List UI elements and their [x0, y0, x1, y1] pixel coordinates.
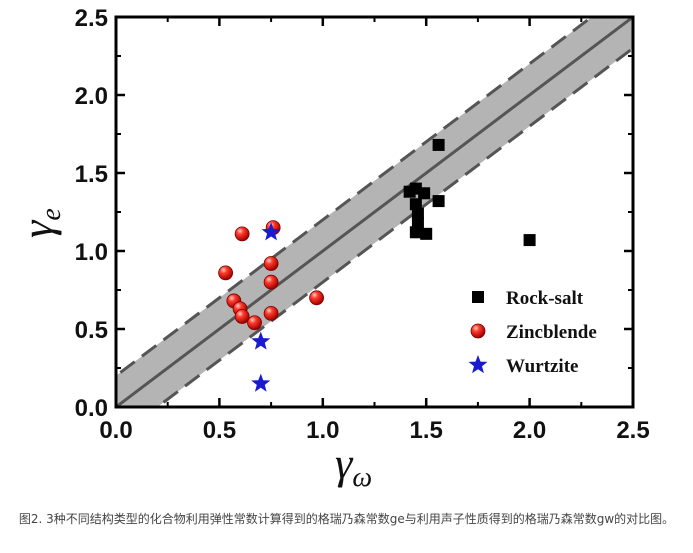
- identity-line: [116, 17, 633, 407]
- legend: Rock-salt Zincblende Wurtzite: [468, 288, 597, 377]
- rock-salt-point: [409, 226, 422, 239]
- rock-salt-point: [523, 234, 536, 247]
- data-points: [218, 138, 536, 392]
- rock-salt-point: [409, 198, 422, 211]
- legend-marker: [472, 291, 484, 303]
- zincblende-point: [309, 290, 324, 306]
- y-tick-label: 0.0: [75, 395, 108, 422]
- zincblende-point: [263, 256, 279, 271]
- scatter-chart: 0.00.0 0.5 0.5 1.0 1.0 1.5 1.5 2.0 2.0 2.5 2.5 Roc…: [13, 5, 650, 493]
- x-tick-label: 1.5: [410, 417, 443, 444]
- x-tick-label: 2.0: [513, 417, 546, 444]
- x-tick-label: 0.5: [203, 417, 236, 444]
- zincblende-point: [234, 309, 250, 324]
- rock-salt-point: [411, 207, 424, 220]
- y-tick-label: 1.5: [75, 161, 108, 188]
- legend-label: Wurtzite: [506, 356, 578, 377]
- x-tick-label: 2.5: [616, 417, 649, 444]
- y-tick-label: 1.0: [75, 239, 108, 266]
- zincblende-point: [234, 226, 250, 242]
- x-tick-label: 0.0: [99, 417, 132, 444]
- y-tick-label: 0.5: [75, 317, 108, 344]
- wurtzite-point: [251, 331, 271, 350]
- x-tick-label: 1.0: [306, 417, 339, 444]
- legend-marker: [470, 323, 486, 339]
- axis-ticks: 0.00.0 0.5 0.5 1.0 1.0 1.5 1.5 2.0 2.0 2.5 2.5: [75, 5, 650, 444]
- zincblende-point: [247, 315, 262, 331]
- x-axis-title: γω: [335, 439, 372, 493]
- wurtzite-point: [261, 222, 281, 241]
- rock-salt-point: [420, 227, 433, 240]
- rock-salt-point: [432, 195, 445, 208]
- y-axis-title: γe: [13, 208, 67, 238]
- rock-salt-point: [411, 216, 424, 229]
- wurtzite-point: [251, 373, 271, 392]
- legend-marker: [468, 355, 488, 374]
- legend-label: Zincblende: [506, 322, 597, 343]
- y-tick-label: 2.0: [75, 83, 108, 110]
- zincblende-point: [263, 274, 279, 290]
- zincblende-point: [263, 305, 279, 321]
- figure-caption: 图2. 3种不同结构类型的化合物利用弹性常数计算得到的格瑞乃森常数ge与利用声子…: [18, 512, 675, 526]
- rock-salt-point: [432, 138, 445, 151]
- legend-label: Rock-salt: [506, 288, 584, 309]
- zincblende-point: [218, 265, 234, 281]
- rock-salt-point: [418, 187, 431, 200]
- y-tick-label: 2.5: [75, 5, 108, 32]
- band-upper-line: [116, 17, 595, 378]
